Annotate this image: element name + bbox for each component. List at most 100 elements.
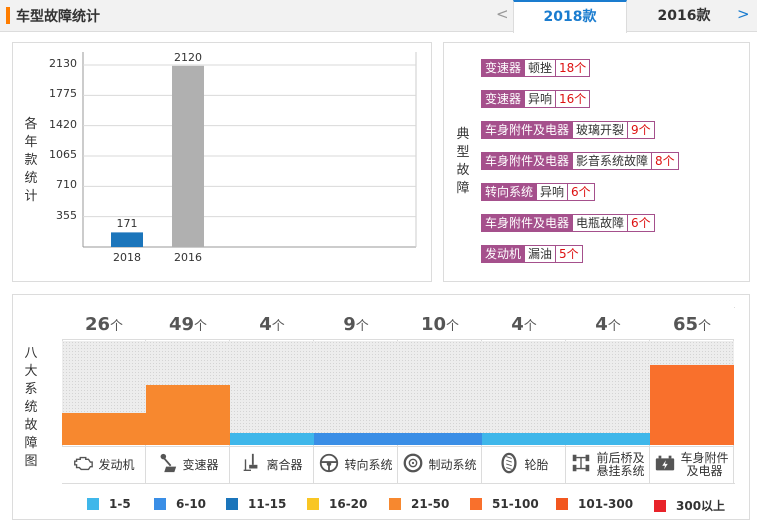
y-tick-label: 355: [56, 208, 77, 222]
system-count: 9个: [314, 307, 398, 340]
system-column[interactable]: 4个: [566, 307, 650, 446]
system-column[interactable]: 4个: [482, 307, 566, 446]
system-name: 转向系统: [344, 457, 393, 472]
x-tick-label: 2016: [174, 251, 202, 264]
system-label-cell[interactable]: 轮胎: [482, 446, 566, 483]
system-count: 4个: [566, 307, 650, 340]
fault-category: 车身附件及电器: [481, 152, 574, 170]
system-name-line: 前后桥及: [596, 451, 645, 465]
system-column[interactable]: 49个: [146, 307, 230, 446]
bar-value-label: 2120: [174, 50, 202, 64]
fault-issue: 影音系统故障: [573, 152, 653, 170]
fault-count: 8个: [652, 152, 679, 170]
y-tick-label: 1420: [49, 117, 77, 131]
fault-item[interactable]: 车身附件及电器 玻璃开裂 9个: [481, 121, 655, 139]
system-name: 变速器: [182, 457, 219, 472]
legend-label: 1-5: [109, 497, 131, 511]
gearshift-icon: [156, 452, 178, 478]
fault-issue: 异响: [525, 90, 557, 108]
fault-category: 车身附件及电器: [481, 121, 574, 139]
system-column[interactable]: 65个: [650, 307, 734, 446]
fault-issue: 玻璃开裂: [573, 121, 629, 139]
bar-2018[interactable]: [111, 232, 143, 247]
system-label-cell[interactable]: 发动机: [62, 446, 146, 483]
system-count-unit: 个: [446, 319, 460, 334]
bar-2016[interactable]: [172, 65, 204, 247]
fault-issue: 漏油: [525, 245, 557, 263]
system-bar: [566, 433, 650, 445]
fault-category: 转向系统: [481, 183, 538, 201]
legend-label: 6-10: [176, 497, 207, 511]
system-label-cell[interactable]: 制动系统: [398, 446, 482, 483]
next-arrow-icon[interactable]: >: [737, 5, 750, 23]
bar-value-label: 171: [116, 217, 138, 231]
y-tick-label: 710: [56, 178, 77, 192]
steering-wheel-icon: [318, 452, 340, 478]
system-name: 轮胎: [524, 457, 549, 472]
system-label-cell[interactable]: 车身附件 及电器: [650, 446, 734, 483]
system-count: 4个: [482, 307, 566, 340]
system-name: 发动机: [98, 457, 135, 472]
legend-item: 11-15: [226, 497, 286, 511]
brake-disc-icon: [402, 452, 424, 478]
yearly-chart-ylabel: 各年款统计: [24, 117, 38, 204]
system-count-unit: 个: [355, 319, 369, 334]
legend-swatch: [470, 498, 482, 510]
fault-item[interactable]: 发动机 漏油 5个: [481, 245, 583, 263]
yearly-bar-chart: [82, 52, 417, 248]
legend-label: 101-300: [578, 497, 634, 511]
system-column[interactable]: 10个: [398, 307, 482, 446]
fault-item[interactable]: 变速器 顿挫 18个: [481, 59, 591, 77]
system-bar: [482, 433, 566, 445]
system-label-cell[interactable]: 转向系统: [314, 446, 398, 483]
system-count-number: 26: [84, 314, 111, 335]
fault-item[interactable]: 转向系统 异响 6个: [481, 183, 595, 201]
system-column[interactable]: 4个: [230, 307, 314, 446]
x-tick-label: 2018: [113, 251, 141, 264]
system-count-unit: 个: [271, 319, 285, 334]
system-bar-background: [398, 341, 482, 445]
legend-swatch: [389, 498, 401, 510]
eight-systems-label: 八大系统故障图: [24, 346, 38, 469]
fault-item[interactable]: 变速器 异响 16个: [481, 90, 591, 108]
legend-item: 6-10: [154, 497, 206, 511]
legend-label: 11-15: [248, 497, 287, 511]
system-count-number: 4: [595, 314, 608, 335]
tab-2016[interactable]: 2016款: [657, 8, 711, 24]
legend-item: 16-20: [307, 497, 367, 511]
y-tick-label: 1775: [49, 87, 77, 101]
fault-category: 发动机: [481, 245, 526, 263]
system-bar: [230, 433, 314, 445]
system-label-cell[interactable]: 变速器: [146, 446, 230, 483]
fault-count: 6个: [628, 214, 655, 232]
title-accent-bar: [6, 7, 10, 24]
fault-category: 变速器: [481, 59, 526, 77]
page-title: 车型故障统计: [16, 9, 100, 25]
system-count-unit: 个: [607, 319, 621, 334]
legend-item: 1-5: [87, 497, 131, 511]
clutch-pedal-icon: [240, 452, 262, 478]
system-bar-background: [314, 341, 398, 445]
legend-item: 51-100: [470, 497, 539, 511]
system-bar-background: [230, 341, 314, 445]
legend-swatch: [226, 498, 238, 510]
system-count-number: 10: [420, 314, 447, 335]
fault-count: 9个: [628, 121, 655, 139]
header-bar: 车型故障统计 < 2018款 2016款 >: [0, 0, 757, 33]
system-count: 49个: [146, 307, 230, 340]
fault-item[interactable]: 车身附件及电器 影音系统故障 8个: [481, 152, 679, 170]
system-count-number: 4: [511, 314, 524, 335]
system-label-cell[interactable]: 离合器: [230, 446, 314, 483]
fault-item[interactable]: 车身附件及电器 电瓶故障 6个: [481, 214, 655, 232]
system-bar-background: [482, 341, 566, 445]
system-count-number: 49: [168, 314, 195, 335]
system-column[interactable]: 26个: [62, 307, 146, 446]
system-column[interactable]: 9个: [314, 307, 398, 446]
system-label-cell[interactable]: 前后桥及 悬挂系统: [566, 446, 650, 483]
system-bar: [650, 365, 734, 445]
legend-swatch: [556, 498, 568, 510]
prev-arrow-icon[interactable]: <: [496, 5, 509, 23]
system-name: 制动系统: [428, 457, 477, 472]
system-name-line: 车身附件: [680, 451, 729, 465]
tab-2018[interactable]: 2018款: [513, 0, 627, 33]
